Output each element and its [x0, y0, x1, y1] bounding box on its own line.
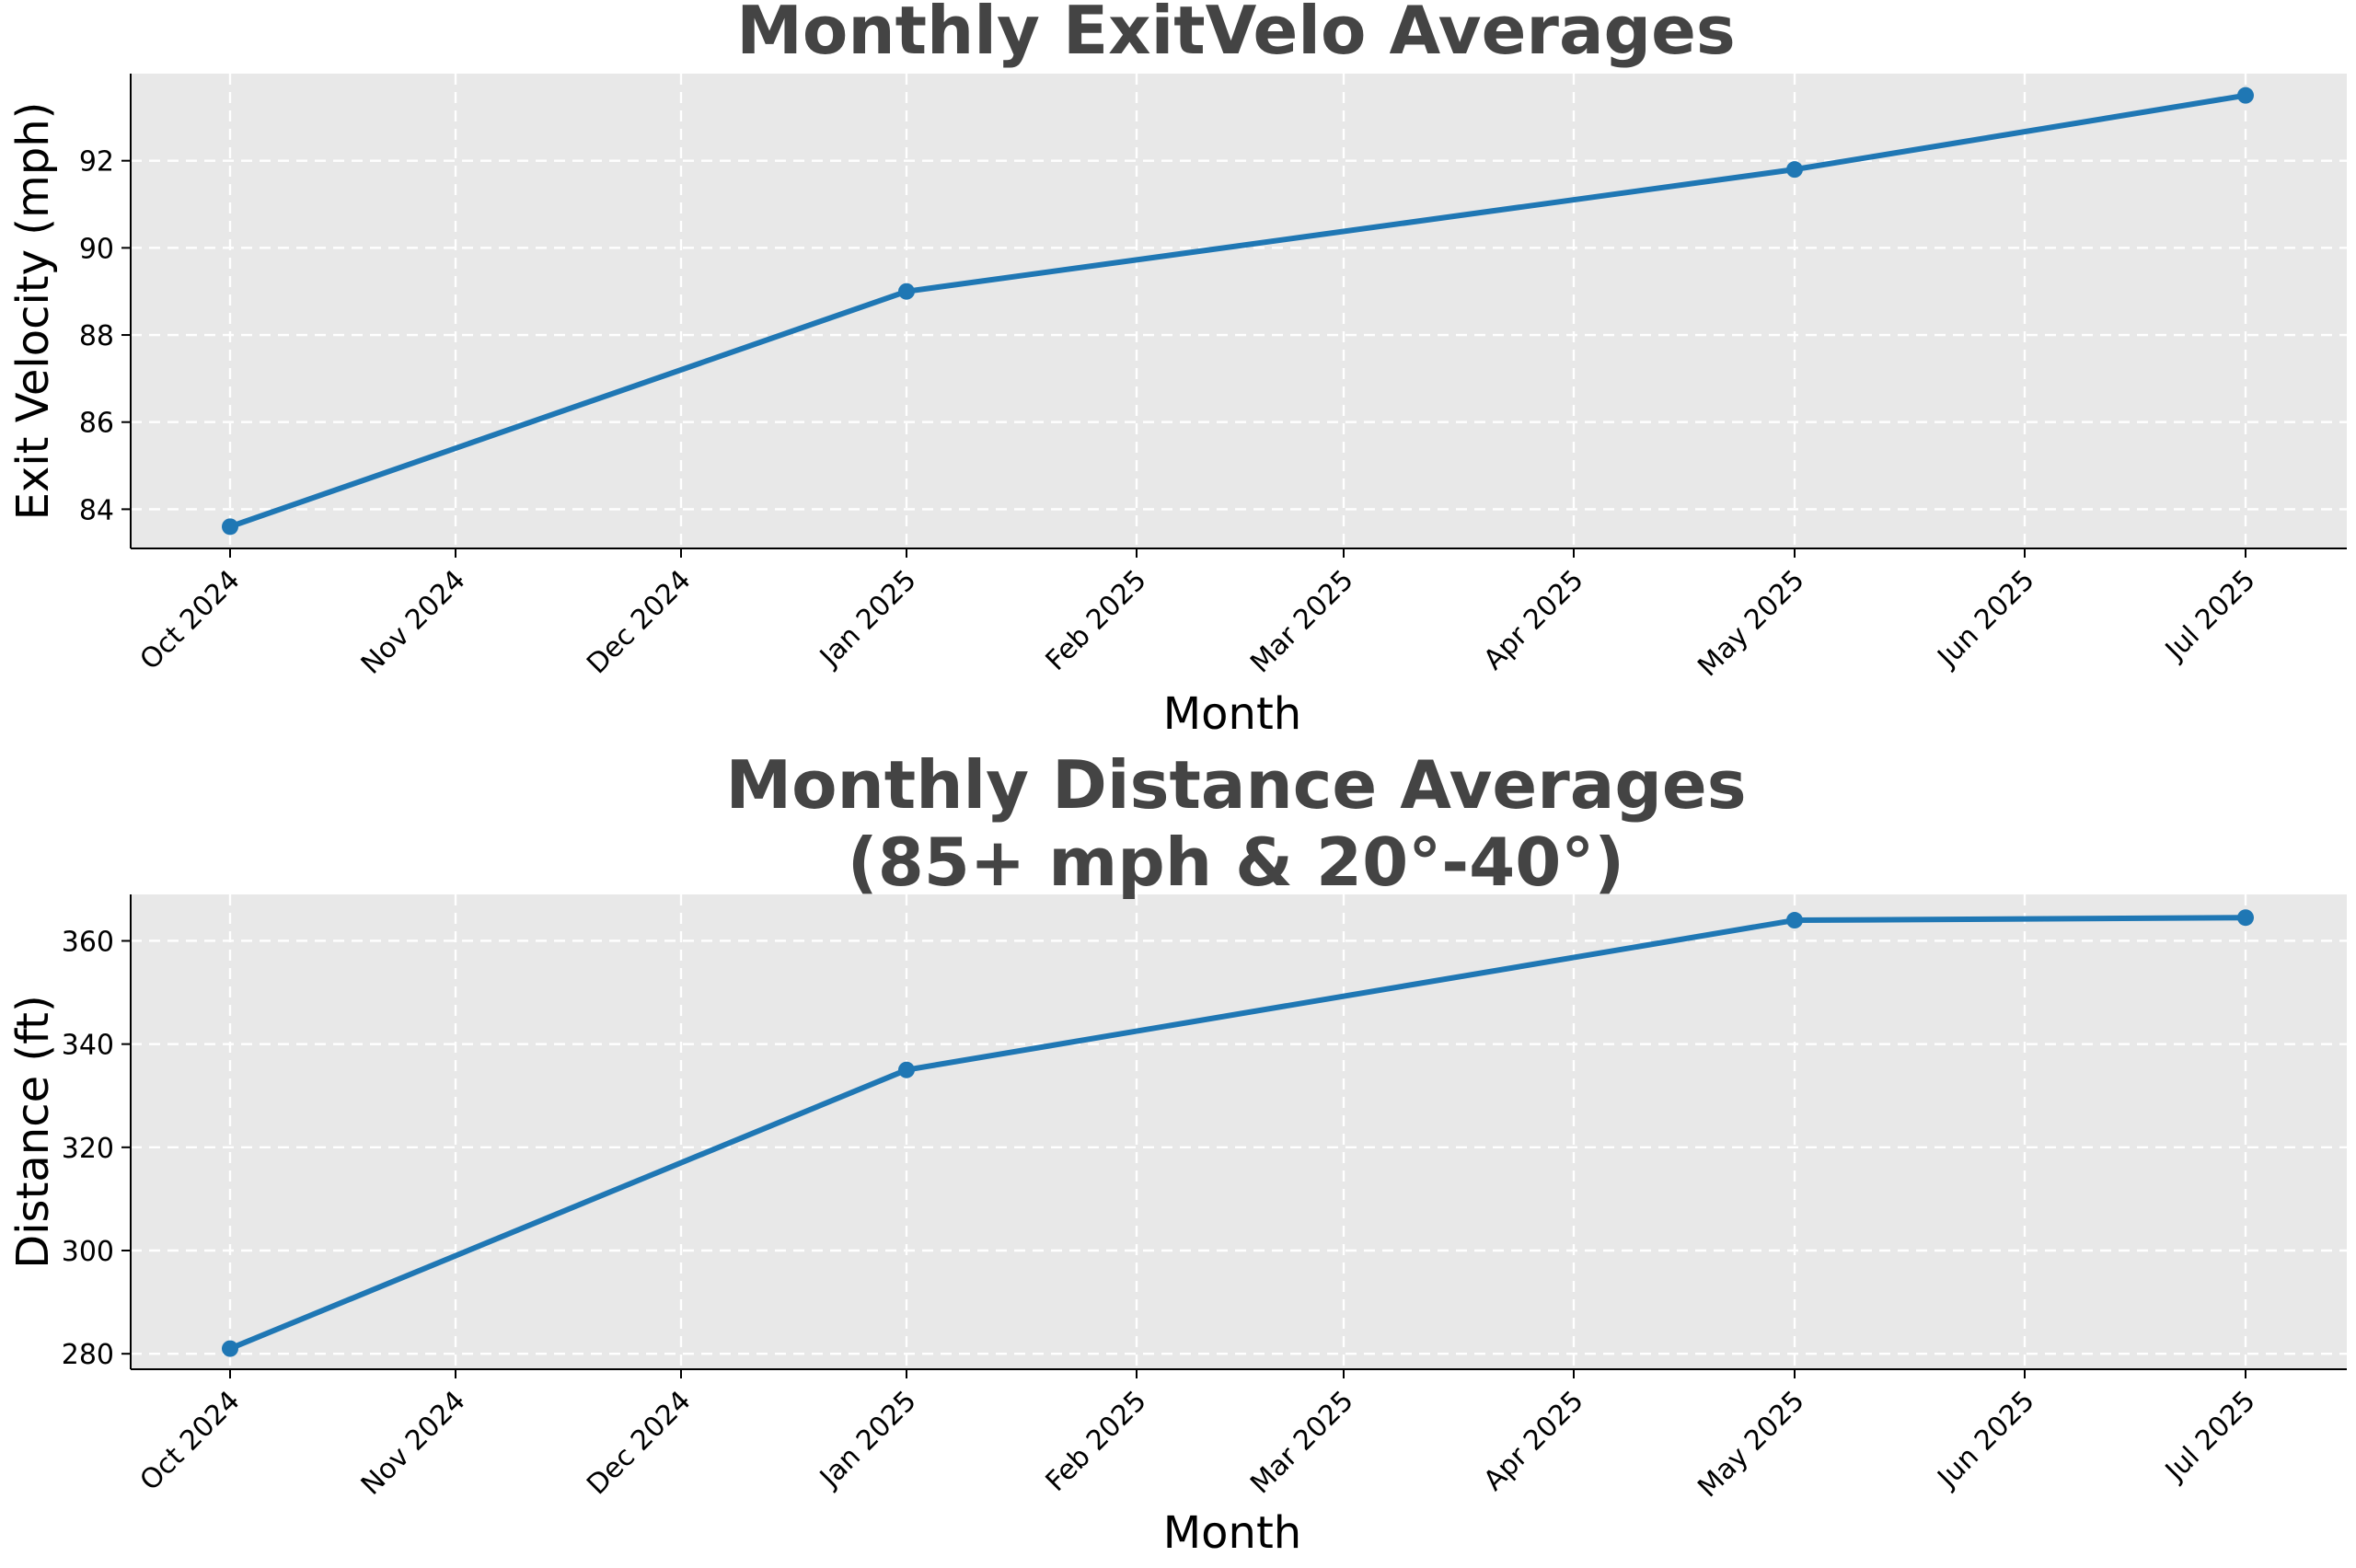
data-point	[898, 1061, 915, 1078]
plot-area	[131, 894, 2347, 1369]
data-point	[898, 282, 915, 300]
y-axis-label: Exit Velocity (mph)	[7, 102, 59, 521]
data-point	[2237, 909, 2254, 927]
data-point	[2237, 86, 2254, 104]
data-point	[1786, 912, 1803, 929]
y-tick-label: 320	[62, 1133, 114, 1165]
chart-title: Monthly Distance Averages	[725, 746, 1746, 824]
y-tick-label: 280	[62, 1339, 114, 1371]
chart-title: Monthly ExitVelo Averages	[736, 0, 1736, 69]
x-axis-label: Month	[1163, 1507, 1301, 1559]
data-point	[222, 1340, 238, 1357]
y-tick-label: 340	[62, 1030, 114, 1062]
y-axis-label: Distance (ft)	[7, 995, 59, 1268]
chart-title: (85+ mph & 20°-40°)	[848, 824, 1624, 901]
y-tick-label: 88	[79, 320, 114, 352]
y-tick-label: 300	[62, 1236, 114, 1268]
data-point	[1786, 161, 1803, 179]
y-tick-label: 86	[79, 408, 114, 440]
x-axis-label: Month	[1163, 688, 1301, 740]
plot-area	[131, 74, 2347, 548]
y-tick-label: 90	[79, 233, 114, 265]
data-point	[222, 518, 238, 536]
series-line	[227, 915, 2248, 1352]
series-line	[227, 92, 2248, 530]
y-tick-label: 84	[79, 494, 114, 526]
y-tick-label: 92	[79, 146, 114, 179]
y-tick-label: 360	[62, 926, 114, 958]
